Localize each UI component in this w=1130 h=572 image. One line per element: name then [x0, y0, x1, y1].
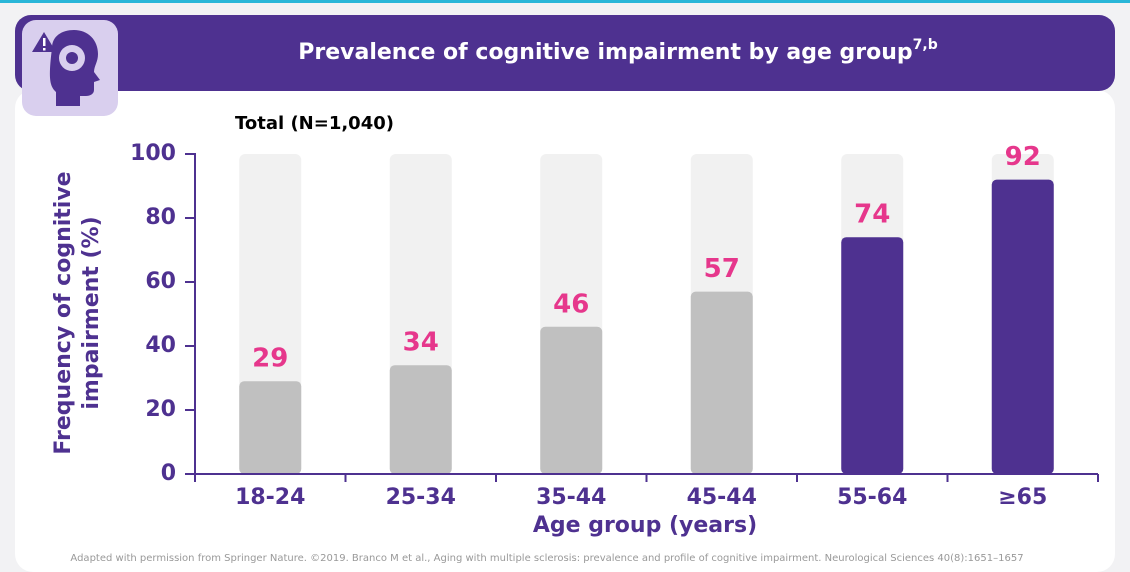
y-axis-title-line: impairment (%) [79, 216, 104, 409]
y-tick-label: 80 [145, 205, 176, 230]
x-tick-label: 18-24 [235, 485, 305, 510]
chart-subtitle: Total (N=1,040) [235, 113, 394, 134]
y-tick-label: 40 [145, 333, 176, 358]
chart-title: Prevalence of cognitive impairment by ag… [298, 37, 938, 65]
value-label: 46 [553, 289, 589, 319]
y-axis-title-line: Frequency of cognitive [51, 171, 76, 454]
bar [690, 291, 753, 474]
y-tick-label: 60 [145, 269, 176, 294]
header-band [15, 15, 1115, 91]
x-tick-label: 35-44 [536, 485, 606, 510]
x-axis-title: Age group (years) [533, 513, 757, 538]
y-tick-label: 0 [161, 461, 176, 486]
x-tick-label: ≥65 [998, 485, 1047, 510]
top-rule [0, 0, 1130, 3]
bar [991, 179, 1054, 474]
value-label: 29 [252, 344, 288, 374]
x-tick-label: 45-44 [687, 485, 757, 510]
x-tick-label: 55-64 [837, 485, 907, 510]
y-tick-label: 100 [130, 141, 176, 166]
y-axis-title: Frequency of cognitive impairment (%) [51, 171, 104, 454]
bar [389, 365, 452, 474]
bar [841, 237, 904, 474]
footnote: Adapted with permission from Springer Na… [70, 553, 1023, 564]
bar [239, 381, 302, 474]
head-gear-icon [32, 30, 100, 106]
y-tick-label: 20 [145, 397, 176, 422]
x-tick-label: 25-34 [386, 485, 456, 510]
value-label: 34 [403, 328, 439, 358]
value-label: 57 [704, 254, 740, 284]
bar [540, 326, 603, 474]
value-label: 74 [854, 200, 890, 230]
value-label: 92 [1005, 142, 1041, 172]
